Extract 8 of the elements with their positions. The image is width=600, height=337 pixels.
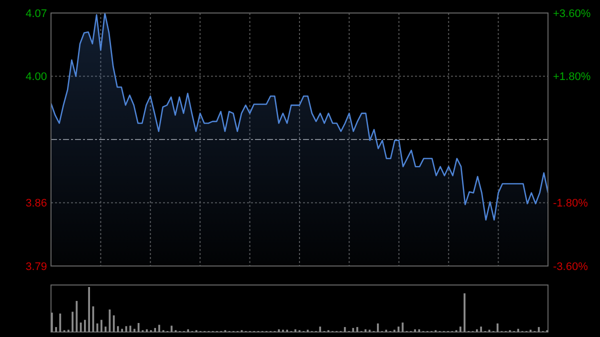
y-tick-label: 4.00: [26, 71, 47, 84]
y2-tick-label: +1.80%: [553, 71, 591, 84]
y2-tick-label: -3.60%: [553, 260, 588, 273]
y2-tick-label: -1.80%: [553, 198, 588, 210]
y-tick-label: 3.86: [26, 198, 47, 210]
y-tick-label: 3.79: [26, 260, 47, 273]
y2-tick-label: +3.60%: [553, 8, 591, 20]
y-tick-label: 4.07: [26, 8, 47, 20]
